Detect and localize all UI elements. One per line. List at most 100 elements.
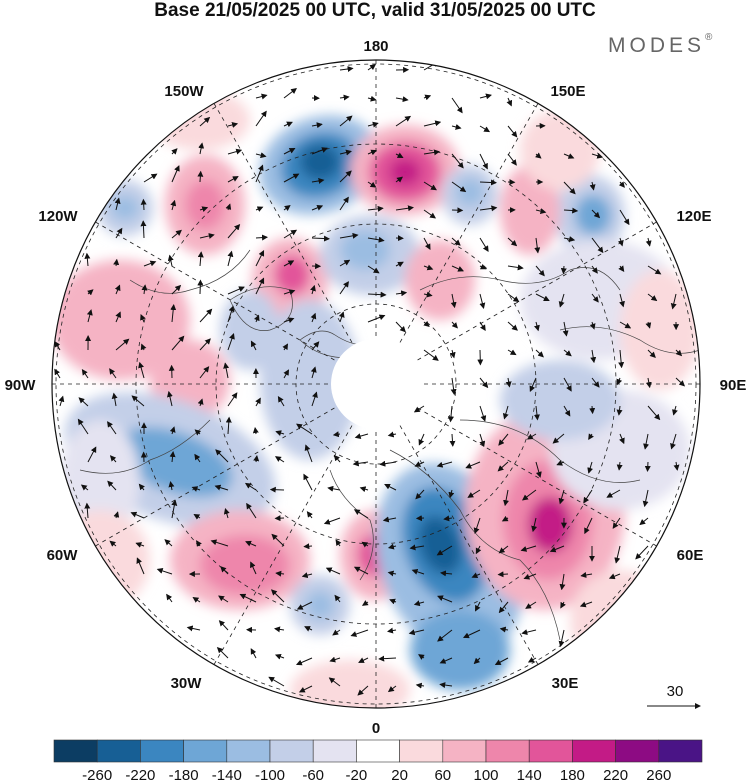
wind-arrow <box>635 545 649 560</box>
colorbar-swatch <box>312 739 357 763</box>
wind-arrow <box>214 484 229 491</box>
wind-arrow <box>580 572 593 578</box>
wind-arrow <box>535 349 544 358</box>
colorbar-tick-label: 100 <box>473 767 498 783</box>
wind-arrow <box>283 173 300 183</box>
wind-arrow <box>107 480 117 491</box>
colorbar-tick-label: 260 <box>646 767 671 783</box>
wind-arrow <box>114 197 121 211</box>
wind-arrow <box>283 317 295 324</box>
wind-arrow <box>618 181 625 188</box>
wind-arrow <box>339 281 349 295</box>
map-title: Base 21/05/2025 00 UTC, valid 31/05/2025… <box>154 0 596 21</box>
wind-arrow <box>387 543 397 550</box>
wind-arrow <box>225 203 232 211</box>
wind-arrow <box>535 293 550 302</box>
wind-arrow <box>479 321 486 332</box>
wind-arrow <box>387 685 397 693</box>
wind-arrow <box>77 418 89 435</box>
wind-arrow <box>253 314 260 323</box>
wind-arrow <box>479 179 497 186</box>
wind-arrow <box>255 250 265 267</box>
brand-name: MODES <box>608 34 706 57</box>
wind-arrow <box>559 573 566 591</box>
wind-arrow <box>672 405 678 416</box>
wind-arrow <box>223 508 230 519</box>
wind-arrow <box>78 397 89 407</box>
wind-arrow <box>675 349 683 357</box>
wind-arrow <box>54 340 61 351</box>
wind-arrow <box>507 125 518 138</box>
meridian-line <box>95 221 377 385</box>
colorbar-tick-label: 180 <box>560 767 585 783</box>
colorbar-tick-label: -60 <box>302 767 324 783</box>
wind-arrow <box>507 264 524 271</box>
wind-arrow <box>579 601 593 608</box>
wind-arrow <box>591 293 599 303</box>
wind-arrow <box>296 601 313 610</box>
wind-arrow <box>614 545 621 564</box>
wind-arrow <box>533 405 540 421</box>
wind-arrow <box>479 263 487 270</box>
wind-arrow <box>413 405 425 413</box>
wind-arrow <box>197 398 204 407</box>
anomaly-blob <box>260 300 360 460</box>
wind-arrow <box>521 489 537 501</box>
wind-arrow <box>339 196 349 211</box>
wind-arrow <box>197 170 204 183</box>
wind-arrow <box>494 657 509 665</box>
wind-arrow <box>608 573 621 580</box>
wind-arrow <box>339 259 351 267</box>
colorbar-swatch <box>183 739 228 763</box>
wind-arrow <box>216 646 229 659</box>
wind-arrow <box>583 489 593 504</box>
wind-arrow <box>409 544 425 551</box>
wind-arrow <box>589 181 596 191</box>
wind-arrow <box>131 395 145 407</box>
wind-arrow <box>619 209 630 226</box>
wind-arrow <box>198 142 205 155</box>
wind-arrow <box>270 589 285 603</box>
wind-arrow <box>647 405 661 421</box>
wind-arrow <box>616 405 623 416</box>
wind-arrow <box>140 313 146 323</box>
wind-arrow <box>647 293 658 302</box>
wind-arrow <box>473 657 481 665</box>
coastline <box>459 419 641 483</box>
wind-arrow <box>114 284 121 295</box>
wind-arrow <box>451 237 461 246</box>
wind-arrow <box>223 362 230 379</box>
wind-arrow <box>332 629 341 636</box>
wind-arrow <box>507 321 518 331</box>
wind-arrow <box>449 349 456 359</box>
wind-arrow <box>218 620 229 631</box>
lon-label-90e: 90E <box>720 377 747 394</box>
wind-arrow <box>354 433 369 440</box>
wind-arrow <box>590 349 597 364</box>
wind-arrow <box>170 199 177 211</box>
wind-arrow <box>618 349 625 369</box>
wind-arrow <box>395 96 409 103</box>
meridian-line <box>213 103 377 385</box>
wind-arrow <box>670 293 677 310</box>
wind-arrow <box>227 333 235 351</box>
wind-arrow <box>171 284 182 295</box>
wind-arrow <box>353 509 369 519</box>
colorbar-swatch <box>528 739 573 763</box>
wind-arrow <box>274 626 285 633</box>
colorbar-swatch <box>140 739 184 763</box>
wind-arrow <box>283 148 296 155</box>
wind-arrow <box>255 93 268 100</box>
wind-arrow <box>563 236 576 242</box>
anomaly-blob <box>274 255 310 295</box>
anomaly-blob <box>620 270 700 390</box>
wind-arrow <box>361 541 369 548</box>
wind-arrow <box>479 237 489 252</box>
wind-arrow <box>423 149 440 156</box>
wind-arrow <box>87 289 94 296</box>
wind-arrow <box>367 64 377 71</box>
wind-arrow <box>220 566 229 575</box>
wind-arrow <box>113 511 120 519</box>
wind-arrow <box>135 542 145 548</box>
wind-arrow <box>563 207 579 214</box>
